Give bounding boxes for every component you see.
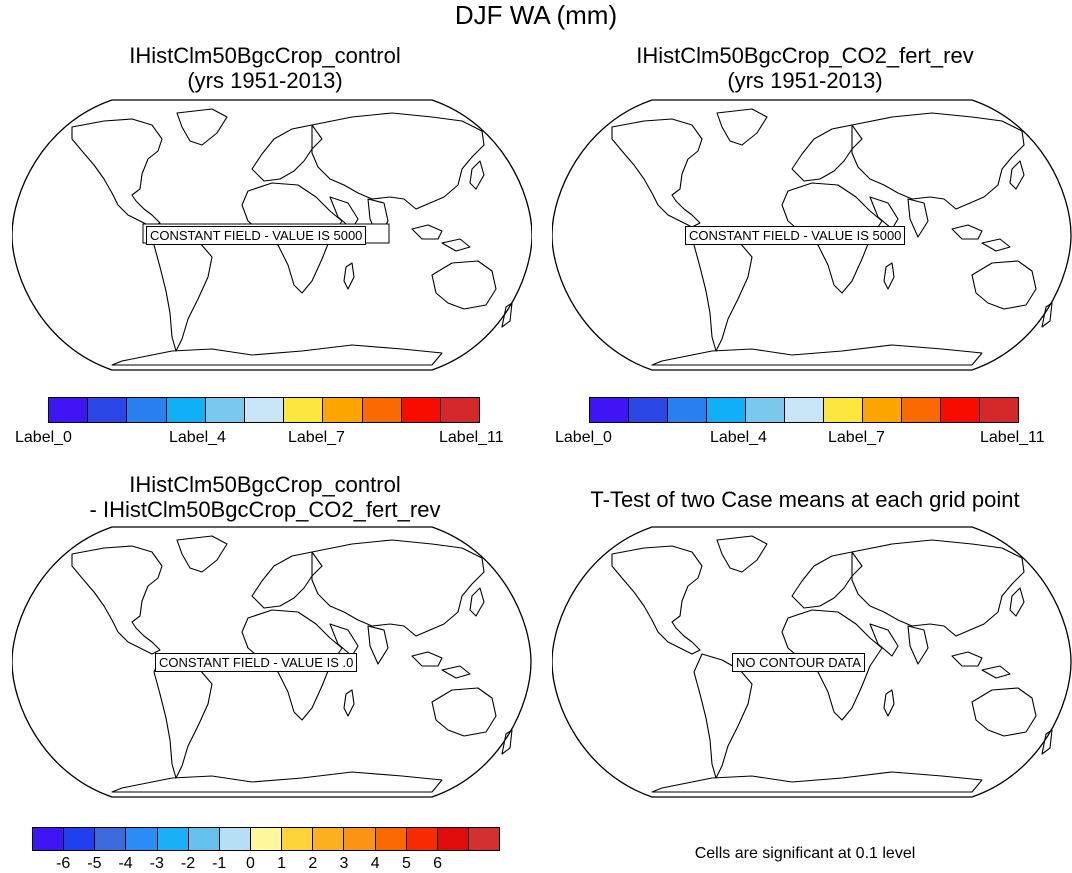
panel-2-title-line1: IHistClm50BgcCrop_CO2_fert_rev [636, 43, 974, 68]
colorbar-2-label-0: Label_0 [555, 429, 612, 446]
colorbar-1-label-4: Label_4 [169, 429, 226, 446]
panel-4-title: T-Test of two Case means at each grid po… [555, 487, 1055, 512]
colorbar-1-box-10 [440, 398, 480, 422]
colorbar-1-box-5 [244, 398, 285, 422]
colorbar-diff-box-6 [219, 828, 251, 850]
panel-4-field-label: NO CONTOUR DATA [732, 653, 865, 672]
colorbar-diff-label: 6 [433, 855, 443, 872]
colorbar-diff-label: -1 [212, 855, 227, 872]
colorbar-diff-label: -5 [87, 855, 102, 872]
panel-3-field-label: CONSTANT FIELD - VALUE IS .0 [155, 653, 358, 672]
colorbar-2-box-8 [902, 398, 941, 422]
significance-note: Cells are significant at 0.1 level [694, 845, 916, 862]
panel-2-title-line2: (yrs 1951-2013) [727, 68, 883, 93]
colorbar-diff-box-3 [126, 828, 158, 850]
colorbar-panel-2 [589, 397, 1019, 423]
colorbar-1-box-9 [401, 398, 441, 422]
colorbar-1-label-7: Label_7 [288, 429, 345, 446]
colorbar-diff-label: 4 [370, 855, 380, 872]
colorbar-diff-box-4 [157, 828, 189, 850]
colorbar-diff-label: 3 [339, 855, 349, 872]
colorbar-diff-label: 0 [245, 855, 255, 872]
colorbar-diff-box-1 [64, 828, 96, 850]
colorbar-diff-box-12 [406, 828, 438, 850]
panel-1-title: IHistClm50BgcCrop_control (yrs 1951-2013… [15, 43, 515, 93]
colorbar-diff-box-2 [95, 828, 127, 850]
colorbar-2-label-11: Label_11 [980, 429, 1045, 446]
colorbar-diff-label: -3 [149, 855, 164, 872]
colorbar-2-box-0 [590, 398, 629, 422]
colorbar-diff-box-11 [375, 828, 407, 850]
colorbar-diff-label: 1 [277, 855, 287, 872]
colorbar-diff-box-8 [282, 828, 314, 850]
colorbar-panel-1 [48, 397, 480, 423]
colorbar-diff-label: -2 [180, 855, 196, 872]
colorbar-diff-label: -6 [56, 855, 71, 872]
colorbar-diff-box-14 [468, 828, 500, 850]
colorbar-1-box-0 [49, 398, 89, 422]
colorbar-1-box-6 [284, 398, 324, 422]
colorbar-diff-label: -4 [118, 855, 133, 872]
colorbar-diff-box-5 [188, 828, 220, 850]
colorbar-2-label-4: Label_4 [710, 429, 767, 446]
colorbar-diff-box-10 [344, 828, 376, 850]
panel-3-title-line1: IHistClm50BgcCrop_control [129, 472, 401, 497]
colorbar-diff-box-7 [250, 828, 283, 850]
panel-2-title: IHistClm50BgcCrop_CO2_fert_rev (yrs 1951… [555, 43, 1055, 93]
colorbar-2-box-2 [668, 398, 707, 422]
panel-1-field-label: CONSTANT FIELD - VALUE IS 5000 [146, 226, 367, 245]
panel-4-title-line1: T-Test of two Case means at each grid po… [590, 487, 1020, 512]
colorbar-2-box-7 [863, 398, 902, 422]
coastlines [611, 108, 1053, 366]
colorbar-1-box-4 [205, 398, 245, 422]
colorbar-2-box-6 [824, 398, 863, 422]
colorbar-1-box-7 [323, 398, 363, 422]
coastlines [611, 535, 1053, 793]
colorbar-2-box-3 [707, 398, 746, 422]
colorbar-1-box-3 [166, 398, 206, 422]
main-title: DJF WA (mm) [454, 0, 618, 30]
colorbar-diff-label: 5 [401, 855, 411, 872]
colorbar-1-box-8 [362, 398, 402, 422]
colorbar-2-label-7: Label_7 [828, 429, 885, 446]
colorbar-1-label-11: Label_11 [439, 429, 504, 446]
colorbar-diff-box-13 [437, 828, 469, 850]
colorbar-2-box-10 [980, 398, 1018, 422]
panel-2-field-label: CONSTANT FIELD - VALUE IS 5000 [685, 226, 906, 245]
colorbar-1-box-2 [127, 398, 167, 422]
colorbar-diff-label: 2 [308, 855, 318, 872]
colorbar-2-box-1 [629, 398, 668, 422]
colorbar-1-box-1 [88, 398, 128, 422]
colorbar-diff-box-0 [33, 828, 65, 850]
panel-1-title-line2: (yrs 1951-2013) [187, 68, 343, 93]
colorbar-2-box-5 [785, 398, 824, 422]
colorbar-difference [32, 827, 500, 851]
colorbar-diff-box-9 [313, 828, 345, 850]
colorbar-2-box-9 [941, 398, 980, 422]
panel-3-title: IHistClm50BgcCrop_control - IHistClm50Bg… [15, 472, 515, 522]
panel-1-title-line1: IHistClm50BgcCrop_control [129, 43, 401, 68]
panel-3-title-line2: - IHistClm50BgcCrop_CO2_fert_rev [89, 497, 441, 522]
colorbar-2-box-4 [746, 398, 785, 422]
colorbar-1-label-0: Label_0 [15, 429, 72, 446]
